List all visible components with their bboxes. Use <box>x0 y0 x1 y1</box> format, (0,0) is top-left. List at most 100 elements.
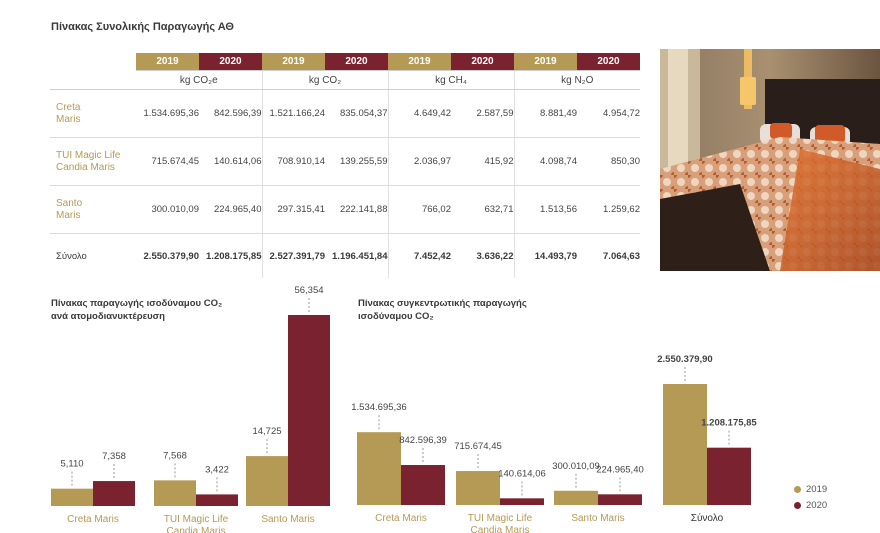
year-2019-header: 2019 <box>388 53 451 71</box>
data-label: 224.965,40 <box>596 464 644 475</box>
unit-ch4: kg CH₄ <box>387 70 514 90</box>
bar-2019 <box>663 384 707 505</box>
legend-item-2020: 2020 <box>794 497 827 513</box>
unit-co2e: kg CO₂e <box>136 70 262 90</box>
table-row: Santo Maris 300.010,09 224.965,40 297.315,4… <box>50 185 640 234</box>
data-label: 14,725 <box>252 426 281 437</box>
unit-n2o: kg N₂O <box>513 70 640 90</box>
total-cell: 7.452,42 <box>387 233 451 278</box>
data-label: 300.010,09 <box>552 461 600 472</box>
legend-item-2019: 2019 <box>794 481 827 497</box>
table-cell: 708.910,14 <box>261 137 325 186</box>
bar-2020 <box>500 498 544 505</box>
table-cell: 224.965,40 <box>199 185 262 234</box>
table-cell: 8.881,49 <box>513 89 577 138</box>
table-cell: 835.054,37 <box>325 89 388 138</box>
year-2020-header: 2020 <box>325 53 388 71</box>
data-label: 1.534.695,36 <box>351 402 406 413</box>
data-label: 3,422 <box>205 464 229 475</box>
data-label: 2.550.379,90 <box>657 354 712 365</box>
row-label: Santo Maris <box>50 185 136 234</box>
bar-2019 <box>357 432 401 505</box>
legend-label-2020: 2020 <box>806 499 828 511</box>
bar-2019 <box>246 456 288 506</box>
data-label: 5,110 <box>60 459 83 470</box>
total-cell: 2.527.391,79 <box>261 233 325 278</box>
table-cell: 842.596,39 <box>199 89 262 138</box>
category-label: TUI Magic Life <box>468 513 533 524</box>
table-cell: 222.141,88 <box>325 185 388 234</box>
table-cell: 632,71 <box>451 185 514 234</box>
year-2019-header: 2019 <box>262 53 325 71</box>
data-label: 842.596,39 <box>399 435 447 446</box>
year-2020-header: 2020 <box>451 53 514 71</box>
data-label: 7,358 <box>102 451 126 462</box>
data-label: 715.674,45 <box>454 441 502 452</box>
row-label: Creta Maris <box>50 89 136 138</box>
total-cell: 1.196.451,84 <box>332 250 388 262</box>
total-cell: 2.550.379,90 <box>143 250 199 262</box>
chart2-title: Πίνακας συγκεντρωτικής παραγωγής ισοδύνα… <box>358 298 527 322</box>
table-cell: 415,92 <box>451 137 514 186</box>
table-cell: 850,30 <box>577 137 640 186</box>
table-cell: 140.614,06 <box>199 137 262 186</box>
bar-2020 <box>707 447 751 505</box>
legend-dot-2020 <box>794 501 801 509</box>
hotel-room-photo <box>660 49 880 271</box>
year-2019-header: 2019 <box>514 53 577 71</box>
legend-dot-2019 <box>794 485 801 493</box>
bar-2020 <box>93 481 135 506</box>
category-label: TUI Magic Life <box>164 514 229 525</box>
table-cell: 1.534.695,36 <box>136 89 199 138</box>
table-row: Creta Maris 1.534.695,36 842.596,39 1.521.1… <box>50 89 640 138</box>
total-cell: 14.493,79 <box>513 233 577 278</box>
year-2020-header: 2020 <box>199 53 262 71</box>
category-label: Σύνολο <box>691 512 724 524</box>
total-cell: 7.064,63 <box>603 250 640 262</box>
table-cell: 766,02 <box>387 185 451 234</box>
table-cell: 4.098,74 <box>513 137 577 186</box>
category-label: Creta Maris <box>375 513 427 524</box>
total-label: Σύνολο <box>56 250 87 262</box>
data-label: 56,354 <box>294 285 323 296</box>
table-cell: 1.259,62 <box>577 185 640 234</box>
category-label: Candia Maris <box>167 526 226 533</box>
year-2020-header: 2020 <box>577 53 640 71</box>
row-label: TUI Magic Life Candia Maris <box>50 137 136 186</box>
bar-2019 <box>456 471 500 505</box>
legend-label-2019: 2019 <box>806 483 828 495</box>
table-cell: 2.587,59 <box>451 89 514 138</box>
category-label: Creta Maris <box>67 514 119 525</box>
units-row: kg CO₂e kg CO₂ kg CH₄ kg N₂O <box>50 70 640 90</box>
category-label: Santo Maris <box>261 514 314 525</box>
category-label: Candia Maris <box>471 525 530 533</box>
emissions-table: 2019 2020 2019 2020 2019 2020 2019 2020 … <box>50 53 640 278</box>
table-cell: 139.255,59 <box>325 137 388 186</box>
table-cell: 4.649,42 <box>387 89 451 138</box>
total-cell: 1.208.175,85 <box>206 250 262 262</box>
year-header-row: 2019 2020 2019 2020 2019 2020 2019 2020 <box>50 53 640 71</box>
table-cell: 4.954,72 <box>577 89 640 138</box>
table-cell: 300.010,09 <box>136 185 199 234</box>
data-label: 1.208.175,85 <box>701 418 757 429</box>
unit-co2: kg CO₂ <box>261 70 388 90</box>
bar-2019 <box>154 480 196 506</box>
bar-2020 <box>598 494 642 505</box>
table-row: TUI Magic Life Candia Maris 715.674,45 140… <box>50 137 640 186</box>
table-cell: 2.036,97 <box>387 137 451 186</box>
total-row: Σύνολο 2.550.379,90 1.208.175,85 2.527.391,… <box>50 233 640 278</box>
table-cell: 1.513,56 <box>513 185 577 234</box>
chart1-title: Πίνακας παραγωγής ισοδύναμου CO₂ ανά ατο… <box>51 298 223 322</box>
page-title: Πίνακας Συνολικής Παραγωγής ΑΘ <box>51 21 234 33</box>
total-cell: 3.636,22 <box>476 250 514 262</box>
data-label: 140.614,06 <box>498 468 546 479</box>
chart-legend: 2019 2020 <box>794 481 827 513</box>
bar-2020 <box>401 465 445 505</box>
bar-2020 <box>288 315 330 506</box>
category-label: Santo Maris <box>571 513 624 524</box>
table-cell: 297.315,41 <box>261 185 325 234</box>
table-cell: 1.521.166,24 <box>261 89 325 138</box>
bar-2020 <box>196 494 238 506</box>
table-cell: 715.674,45 <box>136 137 199 186</box>
